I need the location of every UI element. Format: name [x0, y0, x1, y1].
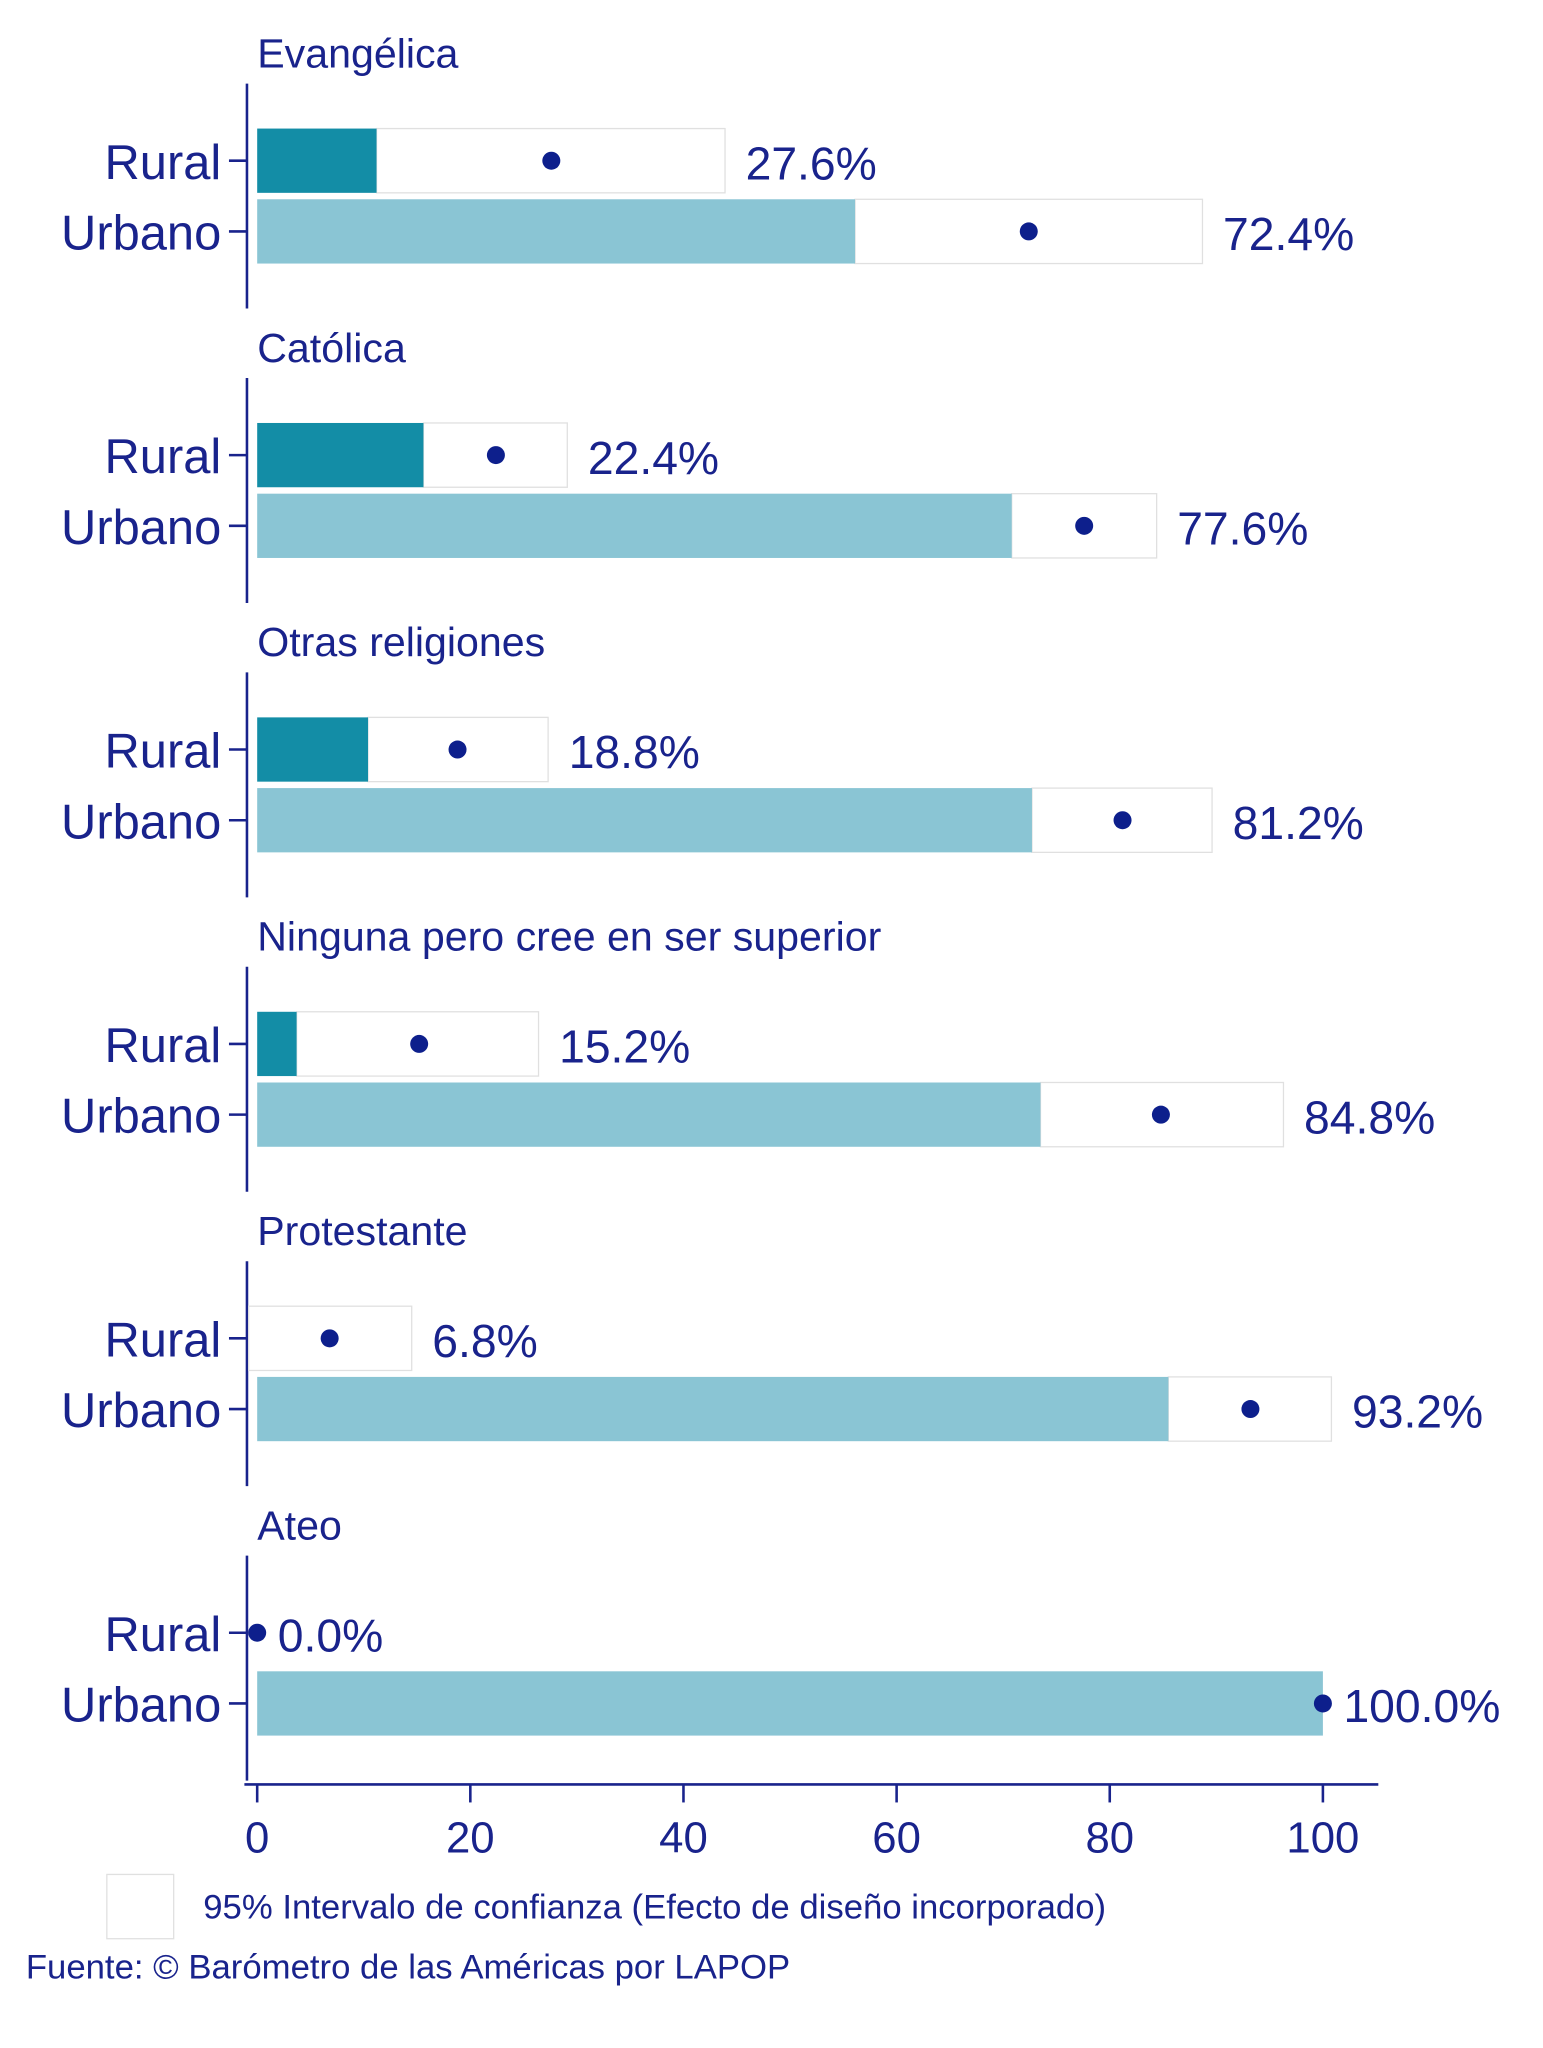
x-tick-label: 40 [659, 1814, 708, 1863]
value-label: 84.8% [1304, 1091, 1435, 1143]
bar [257, 1376, 1169, 1442]
bar [257, 199, 856, 264]
panel-title: Ateo [257, 1502, 342, 1548]
point-estimate [1151, 1105, 1170, 1124]
value-label: 72.4% [1223, 208, 1354, 260]
x-tick-label: 100 [1286, 1814, 1359, 1863]
bar [257, 1671, 1323, 1736]
x-tick-label: 60 [872, 1814, 921, 1863]
category-label: Rural [105, 725, 222, 779]
category-label: Urbano [61, 1384, 221, 1438]
category-label: Rural [105, 1608, 222, 1662]
bar [257, 788, 1032, 853]
value-label: 81.2% [1233, 797, 1364, 849]
category-label: Urbano [61, 1090, 221, 1144]
point-estimate [410, 1034, 429, 1053]
value-label: 0.0% [278, 1609, 383, 1661]
category-label: Rural [105, 1313, 222, 1367]
category-label: Rural [105, 430, 222, 484]
point-estimate [1075, 516, 1094, 535]
point-estimate [486, 446, 505, 465]
panel-title: Evangélica [257, 30, 458, 76]
point-estimate [542, 151, 561, 170]
point-estimate [1019, 222, 1038, 241]
category-label: Urbano [61, 1679, 221, 1733]
category-label: Urbano [61, 206, 221, 260]
value-label: 93.2% [1352, 1386, 1483, 1438]
ci-box [295, 1011, 540, 1077]
category-label: Rural [105, 1019, 222, 1073]
x-tick-label: 80 [1085, 1814, 1134, 1863]
category-label: Urbano [61, 501, 221, 555]
bar [257, 1011, 297, 1077]
panel-title: Ninguna pero cree en ser superior [257, 914, 881, 960]
value-label: 22.4% [588, 432, 719, 484]
category-label: Rural [105, 136, 222, 190]
value-label: 100.0% [1343, 1680, 1500, 1732]
bar [257, 1082, 1041, 1147]
value-label: 6.8% [432, 1315, 537, 1367]
point-estimate [248, 1623, 267, 1642]
point-estimate [1313, 1694, 1332, 1713]
x-tick-label: 20 [446, 1814, 495, 1863]
legend-label: 95% Intervalo de confianza (Efecto de di… [203, 1888, 1106, 1926]
bar [257, 717, 369, 782]
point-estimate [1113, 811, 1132, 830]
point-estimate [320, 1329, 339, 1348]
bar [257, 128, 377, 193]
value-label: 18.8% [569, 726, 700, 778]
value-label: 27.6% [746, 137, 877, 189]
value-label: 77.6% [1177, 502, 1308, 554]
x-tick-label: 0 [245, 1814, 269, 1863]
panel-title: Otras religiones [257, 619, 545, 665]
source: Fuente: © Barómetro de las Américas por … [26, 1949, 790, 1987]
category-label: Urbano [61, 795, 221, 849]
panel-title: Protestante [257, 1208, 467, 1254]
panel-title: Católica [257, 325, 406, 371]
value-label: 15.2% [559, 1021, 690, 1073]
bar [257, 493, 1012, 558]
legend-swatch [106, 1873, 175, 1940]
point-estimate [1241, 1400, 1260, 1419]
bar [257, 422, 424, 488]
point-estimate [448, 740, 467, 759]
